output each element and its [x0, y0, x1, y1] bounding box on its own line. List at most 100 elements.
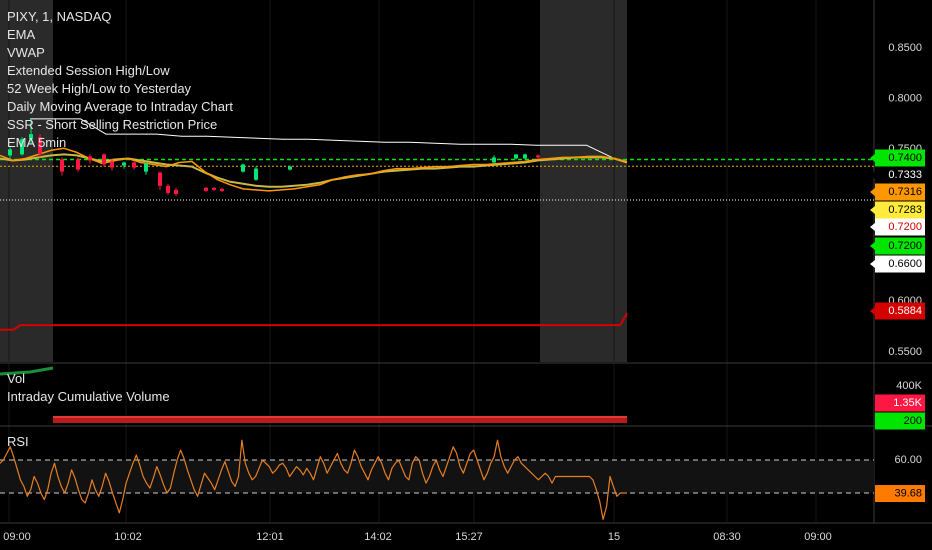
candle-body-8 — [110, 161, 114, 168]
time-tick-label: 12:01 — [256, 531, 284, 543]
candle-body-22 — [514, 154, 518, 159]
volume-cumulative-line — [53, 416, 627, 418]
volume-label-text: 1.35K — [893, 397, 922, 409]
price-label-text: 0.7200 — [888, 221, 922, 233]
cumulative-volume-label[interactable]: Intraday Cumulative Volume — [7, 389, 170, 404]
price-legend: PIXY, 1, NASDAQ EMA VWAP Extended Sessio… — [7, 8, 233, 152]
series-rsi — [0, 439, 627, 521]
price-label-4: 0.7200 — [870, 218, 925, 236]
price-label-6: 0.6600 — [870, 255, 925, 273]
price-tick-label: 0.8500 — [888, 42, 922, 54]
candle-body-13 — [166, 185, 170, 193]
rsi-tick-label: 60.00 — [894, 454, 922, 466]
volume-label-1: 200 — [875, 412, 925, 430]
candle-body-18 — [241, 164, 245, 172]
price-label-7: 0.5884 — [870, 302, 925, 320]
price-label-3: 0.7283 — [870, 201, 925, 219]
candle-body-3 — [38, 137, 42, 155]
time-tick-label: 10:02 — [114, 531, 142, 543]
candle-body-24 — [536, 155, 540, 158]
price-label-pointer — [870, 260, 875, 268]
candle-body-1 — [20, 139, 24, 155]
price-label-box — [875, 218, 925, 236]
series-52w-low — [0, 366, 54, 376]
candle-body-5 — [76, 159, 80, 170]
series-session-high — [30, 118, 613, 158]
time-tick-label: 09:00 — [3, 531, 31, 543]
indicator-daily-ma[interactable]: Daily Moving Average to Intraday Chart — [7, 99, 233, 114]
indicator-ema-5min[interactable]: EMA 5min — [7, 135, 67, 150]
rsi-label[interactable]: RSI — [7, 434, 29, 449]
price-label-0: 0.7400 — [870, 149, 925, 167]
candle-body-20 — [288, 166, 292, 170]
time-tick-label: 08:30 — [713, 531, 741, 543]
rsi-value-box — [875, 485, 925, 503]
price-label-box — [875, 302, 925, 320]
rsi-value-label: 39.68 — [875, 485, 925, 503]
volume-label-box — [875, 412, 925, 430]
candle-body-12 — [158, 172, 162, 186]
volume-label-text: 200 — [904, 415, 922, 427]
indicator-52-week[interactable]: 52 Week High/Low to Yesterday — [7, 81, 192, 96]
candle-body-0 — [8, 149, 12, 156]
volume-label[interactable]: Vol — [7, 371, 26, 386]
volume-label-0: 1.35K — [875, 394, 925, 412]
volume-tick-label: 400K — [896, 380, 922, 392]
price-label-2: 0.7316 — [870, 183, 925, 201]
indicator-extended-session[interactable]: Extended Session High/Low — [7, 63, 170, 78]
price-tick-label: 0.5500 — [888, 346, 922, 358]
price-label-text: 0.5884 — [888, 305, 922, 317]
afterhours-shade — [540, 0, 627, 362]
volume-bars — [53, 418, 627, 423]
price-label-box — [875, 237, 925, 255]
candle-body-10 — [132, 162, 136, 168]
price-label-pointer — [870, 206, 875, 214]
rsi-value-text: 39.68 — [894, 487, 922, 499]
candle-body-11 — [144, 163, 148, 172]
price-label-text: 0.6600 — [888, 258, 922, 270]
candle-body-6 — [88, 156, 92, 161]
price-label-pointer — [870, 223, 875, 231]
price-label-pointer — [870, 154, 875, 162]
price-label-box — [875, 201, 925, 219]
price-label-5: 0.7200 — [870, 237, 925, 255]
price-tick-label: 0.8000 — [888, 93, 922, 105]
indicator-vwap[interactable]: VWAP — [7, 45, 45, 60]
time-tick-label: 15 — [608, 531, 620, 543]
time-tick-label: 09:00 — [804, 531, 832, 543]
price-label-pointer — [870, 307, 875, 315]
price-label-box — [875, 255, 925, 273]
candle-body-14 — [174, 189, 178, 194]
price-label-text: 0.7200 — [888, 240, 922, 252]
time-tick-label: 15:27 — [455, 531, 483, 543]
price-label-box — [875, 149, 925, 167]
indicator-ema[interactable]: EMA — [7, 27, 36, 42]
time-tick-label: 14:02 — [364, 531, 392, 543]
price-label-pointer — [870, 171, 875, 179]
indicator-ssr[interactable]: SSR - Short Selling Restriction Price — [7, 117, 218, 132]
price-label-pointer — [870, 188, 875, 196]
candle-body-9 — [122, 162, 126, 166]
price-label-text: 0.7400 — [888, 152, 922, 164]
price-label-1: 0.7333 — [870, 166, 925, 184]
candle-body-16 — [212, 187, 216, 190]
volume-label-box — [875, 394, 925, 412]
candle-body-4 — [60, 159, 64, 172]
symbol-title[interactable]: PIXY, 1, NASDAQ — [7, 9, 112, 24]
price-label-box — [875, 166, 925, 184]
candle-body-17 — [220, 188, 224, 191]
price-label-text: 0.7283 — [888, 204, 922, 216]
series-ssr — [0, 312, 628, 331]
volume-legend: Vol Intraday Cumulative Volume — [7, 370, 170, 406]
price-label-text: 0.7316 — [888, 186, 922, 198]
candle-body-7 — [102, 154, 106, 165]
rsi-band — [0, 460, 874, 493]
candle-body-15 — [204, 187, 208, 191]
candle-body-2 — [29, 134, 33, 140]
price-label-pointer — [870, 242, 875, 250]
rsi-legend: RSI — [7, 433, 29, 451]
price-label-text: 0.7333 — [888, 169, 922, 181]
candle-body-23 — [523, 154, 527, 159]
